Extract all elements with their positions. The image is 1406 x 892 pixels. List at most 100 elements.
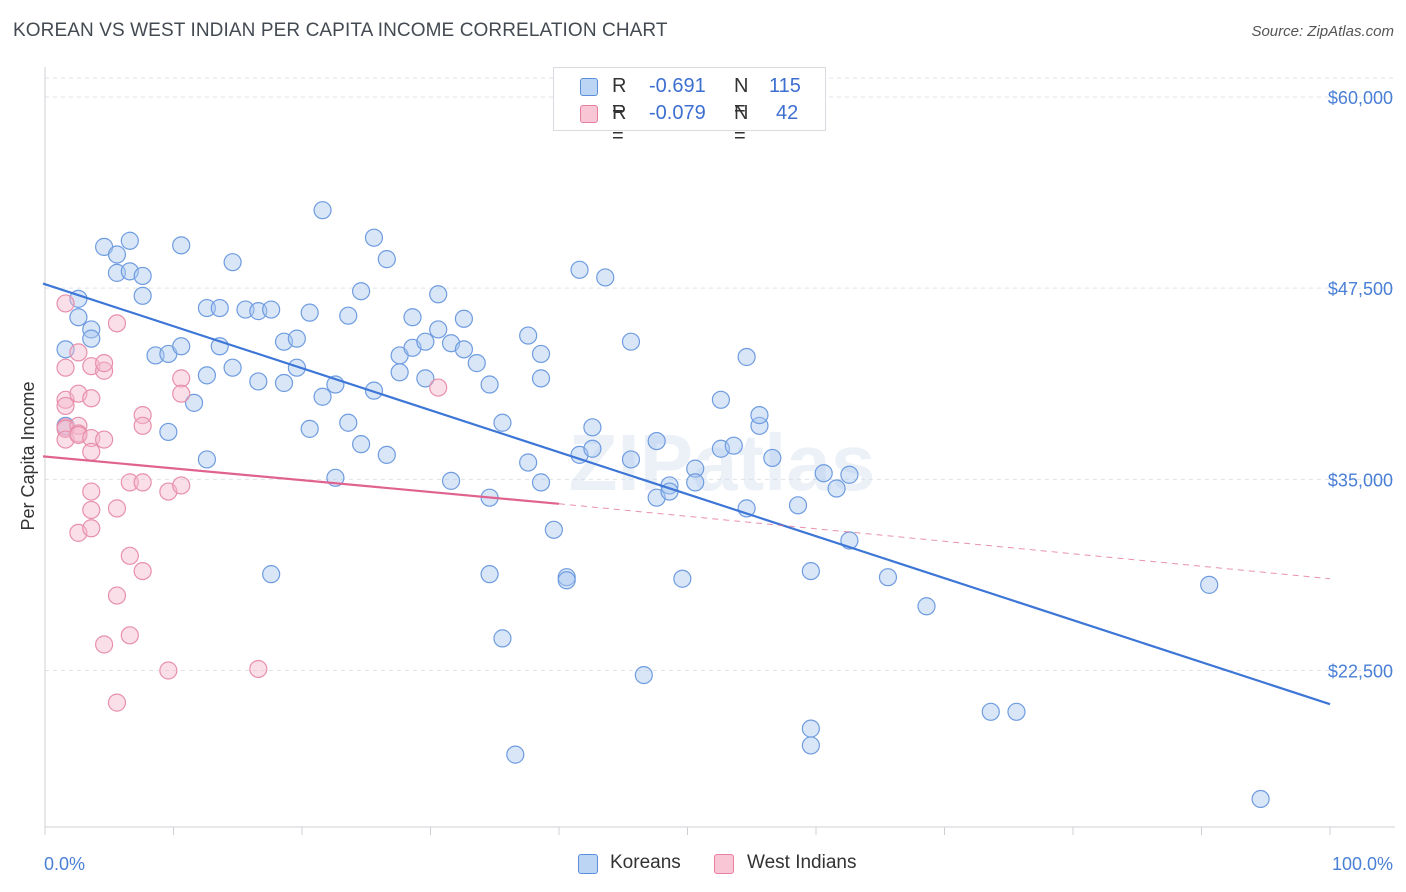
korean-point: [197, 298, 217, 318]
korean-point: [339, 413, 358, 432]
west-indian-point: [69, 416, 88, 435]
korean-point: [878, 568, 898, 587]
korean-point: [801, 719, 820, 738]
y-axis-label: Per Capita Income: [18, 381, 38, 530]
legend-label-koreans: Koreans: [610, 852, 681, 873]
west-indian-point: [95, 635, 114, 654]
chart-title: KOREAN VS WEST INDIAN PER CAPITA INCOME …: [13, 20, 668, 41]
korean-point: [300, 419, 319, 438]
pink-swatch-icon: [580, 105, 598, 123]
r-value: -0.691: [649, 75, 706, 97]
r-label: R =: [612, 102, 627, 147]
korean-point: [493, 413, 512, 432]
korean-point: [352, 282, 371, 301]
korean-point: [480, 375, 499, 394]
west-indian-point: [159, 661, 178, 680]
korean-point: [313, 387, 332, 406]
watermark: ZIPatlas: [569, 418, 876, 507]
korean-point: [223, 358, 242, 377]
korean-point: [711, 390, 731, 409]
korean-point: [801, 736, 820, 755]
west-indian-point: [120, 546, 139, 565]
korean-point: [313, 201, 332, 220]
stats-legend: R = -0.691 N = 115 R = -0.079 N = 42: [553, 67, 826, 147]
korean-point: [467, 354, 486, 373]
korean-point: [570, 260, 589, 279]
axes: [44, 67, 1395, 835]
korean-point: [262, 565, 281, 584]
korean-point: [454, 309, 474, 328]
korean-point: [300, 303, 319, 322]
korean-point: [724, 436, 743, 455]
west-indian-point: [56, 358, 75, 377]
n-value: 115: [769, 75, 801, 97]
korean-point: [133, 266, 152, 286]
korean-point: [788, 496, 808, 515]
korean-point: [429, 285, 448, 304]
korean-point: [750, 406, 769, 425]
west-indian-point: [95, 354, 114, 373]
blue-swatch-icon: [580, 78, 598, 96]
west-indian-point: [82, 442, 101, 461]
korean-point: [480, 565, 499, 584]
korean-point: [120, 231, 139, 250]
korean-point: [531, 473, 551, 492]
trend-lines: [42, 282, 1331, 706]
korean-point: [69, 308, 88, 327]
korean-point: [159, 422, 178, 442]
korean-point: [917, 597, 936, 616]
korean-point: [454, 340, 474, 359]
west-indian-point: [120, 473, 139, 492]
korean-point: [416, 369, 435, 388]
korean-point: [429, 320, 448, 339]
korean-point: [673, 569, 692, 588]
west-indian-point: [172, 476, 191, 495]
korean-point: [519, 453, 538, 472]
korean-point: [249, 372, 268, 391]
korean-point: [403, 308, 422, 327]
korean-point: [197, 366, 217, 385]
west-indian-point: [429, 378, 448, 397]
korean-point: [801, 561, 820, 581]
west-indian-point: [107, 499, 127, 518]
gridlines: [45, 77, 1395, 671]
korean-point: [544, 520, 563, 539]
r-label: R =: [612, 75, 627, 120]
korean-point: [210, 298, 229, 318]
west-indian-point: [69, 343, 88, 362]
korean-point: [416, 332, 435, 351]
korean-point: [1200, 575, 1219, 594]
west-indians-trend-line: [42, 455, 560, 505]
west-indian-point: [56, 294, 75, 313]
korean-point: [274, 373, 294, 393]
west-indian-point: [95, 430, 114, 449]
west-indians-points: [56, 294, 448, 712]
korean-point: [621, 450, 641, 469]
korean-point: [827, 479, 846, 498]
korean-point: [763, 448, 782, 468]
korean-point: [557, 571, 576, 590]
y-tick-labels: $60,000 $47,500 $35,000 $22,500: [1328, 88, 1393, 682]
west-indian-point: [82, 519, 101, 538]
legend-label-west-indians: West Indians: [747, 852, 857, 873]
west-indian-point: [95, 361, 114, 380]
korean-point: [531, 369, 551, 388]
korean-point: [82, 329, 101, 348]
west-indian-point: [107, 314, 127, 333]
korean-point: [519, 326, 538, 345]
korean-point: [750, 416, 769, 435]
korean-point: [377, 445, 396, 464]
korean-point: [184, 393, 204, 412]
west-indian-point: [133, 416, 152, 435]
korean-point: [441, 471, 461, 490]
west-indian-point: [82, 389, 101, 408]
korean-point: [647, 432, 666, 451]
west-indians-trend-extension: [558, 503, 1331, 580]
korean-point: [197, 450, 217, 469]
n-value: 42: [776, 102, 799, 124]
korean-point: [390, 363, 409, 382]
west-indian-point: [249, 659, 268, 679]
west-indian-point: [82, 500, 101, 520]
korean-point: [737, 347, 756, 367]
